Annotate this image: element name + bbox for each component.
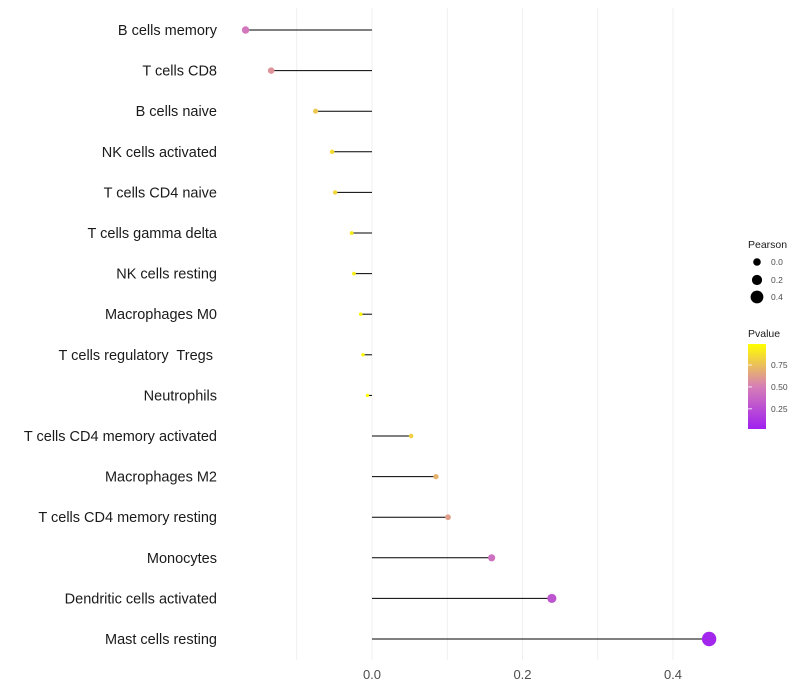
pearson-legend: Pearson 0.0 0.2 0.4	[748, 239, 787, 304]
category-label: Neutrophils	[144, 388, 217, 404]
category-labels: B cells memory T cells CD8 B cells naive NK…	[24, 23, 218, 648]
lollipop-point	[408, 433, 414, 439]
lollipop-stems	[245, 29, 710, 640]
lollipop-point	[332, 190, 338, 195]
lollipop-point	[701, 631, 717, 647]
pearson-legend-dot	[753, 258, 761, 266]
category-label: T cells CD4 naive	[104, 185, 217, 201]
category-label: T cells gamma delta	[88, 226, 218, 242]
pvalue-legend-label: 0.75	[771, 360, 788, 370]
category-label: B cells naive	[136, 104, 217, 120]
pearson-legend-label: 0.0	[771, 257, 783, 267]
x-axis-ticks: 0.0 0.2 0.4	[363, 667, 682, 682]
category-label: Macrophages M2	[105, 470, 217, 486]
pvalue-legend: Pvalue 0.75 0.50 0.25	[748, 328, 788, 429]
lollipop-point	[329, 149, 335, 155]
lollipop-point	[361, 353, 365, 357]
pearson-legend-title: Pearson	[748, 239, 787, 251]
lollipop-point	[547, 593, 557, 603]
pearson-legend-dot	[751, 274, 763, 286]
lollipop-point	[445, 514, 451, 521]
lollipop-point	[488, 554, 496, 562]
lollipop-point	[352, 271, 356, 276]
grid-lines	[296, 8, 674, 660]
lollipop-point	[267, 67, 275, 74]
category-label: T cells CD4 memory activated	[24, 429, 217, 445]
x-tick-label: 0.0	[363, 667, 381, 682]
category-label: Monocytes	[147, 551, 217, 567]
category-label: Dendritic cells activated	[65, 591, 217, 607]
category-label: T cells CD8	[142, 64, 217, 80]
pvalue-legend-title: Pvalue	[748, 328, 780, 340]
pvalue-legend-label: 0.50	[771, 382, 788, 392]
pearson-legend-label: 0.4	[771, 292, 783, 302]
lollipop-point	[365, 393, 370, 398]
lollipop-points	[241, 26, 717, 647]
pvalue-legend-label: 0.25	[771, 404, 788, 414]
category-label: T cells CD4 memory resting	[38, 510, 217, 526]
pearson-legend-dot	[750, 290, 764, 304]
category-label: T cells regulatory Tregs	[59, 348, 218, 364]
category-label: B cells memory	[118, 23, 218, 39]
pvalue-colorbar	[748, 344, 766, 429]
lollipop-point	[313, 108, 319, 114]
lollipop-point	[433, 473, 439, 480]
x-tick-label: 0.2	[513, 667, 531, 682]
lollipop-point	[241, 26, 250, 34]
category-label: Macrophages M0	[105, 307, 217, 323]
category-label: NK cells resting	[116, 267, 217, 283]
pearson-legend-label: 0.2	[771, 275, 783, 285]
lollipop-point	[349, 231, 354, 235]
category-label: NK cells activated	[102, 145, 217, 161]
x-tick-label: 0.4	[664, 667, 682, 682]
category-label: Mast cells resting	[105, 632, 217, 648]
lollipop-point	[358, 312, 363, 316]
